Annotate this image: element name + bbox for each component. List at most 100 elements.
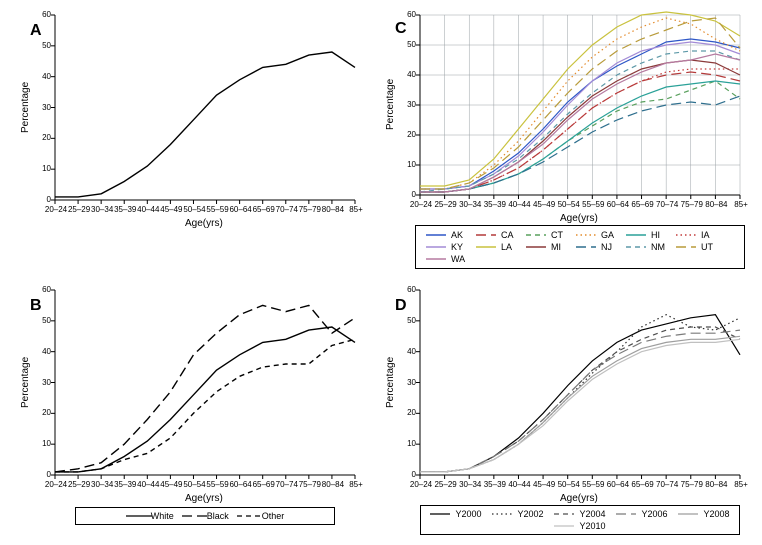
legend-label: LA bbox=[501, 242, 512, 252]
series-line bbox=[420, 18, 740, 189]
x-tick-label: 30–34 bbox=[458, 200, 482, 209]
figure-root: APercentageAge(yrs)010203040506020–2425–… bbox=[0, 0, 762, 545]
series-line bbox=[420, 39, 740, 189]
x-tick-label: 85+ bbox=[344, 205, 368, 214]
legend-label: Y2006 bbox=[641, 509, 667, 519]
y-axis-label: Percentage bbox=[20, 356, 31, 407]
x-tick-label: 20–24 bbox=[409, 200, 433, 209]
chart-A bbox=[55, 15, 357, 202]
x-tick-label: 80–84 bbox=[704, 480, 728, 489]
chart-D bbox=[420, 290, 742, 477]
y-tick-label: 30 bbox=[37, 378, 51, 387]
legend-label: GA bbox=[601, 230, 614, 240]
y-tick-label: 30 bbox=[37, 103, 51, 112]
y-tick-label: 10 bbox=[402, 439, 416, 448]
x-tick-label: 25–29 bbox=[434, 480, 458, 489]
y-tick-label: 50 bbox=[402, 316, 416, 325]
x-tick-label: 75–79 bbox=[680, 480, 704, 489]
series-line bbox=[55, 52, 355, 197]
x-tick-label: 35–39 bbox=[483, 480, 507, 489]
legend-label: Y2000 bbox=[455, 509, 481, 519]
panel-label-B: B bbox=[30, 297, 42, 315]
x-tick-label: 65–69 bbox=[631, 200, 655, 209]
x-tick-label: 30–34 bbox=[90, 205, 114, 214]
x-tick-label: 65–69 bbox=[252, 205, 276, 214]
legend-label: HI bbox=[651, 230, 660, 240]
legend-D: Y2000Y2002Y2004Y2006Y2008Y2010 bbox=[420, 505, 740, 535]
legend-item: Y2000 bbox=[430, 509, 481, 519]
y-tick-label: 30 bbox=[402, 378, 416, 387]
x-tick-label: 75–79 bbox=[298, 205, 322, 214]
legend-label: NJ bbox=[601, 242, 612, 252]
legend-label: WA bbox=[451, 254, 465, 264]
legend-item: NJ bbox=[576, 242, 618, 252]
y-tick-label: 0 bbox=[402, 470, 416, 479]
legend-item: Y2002 bbox=[492, 509, 543, 519]
x-tick-label: 85+ bbox=[729, 480, 753, 489]
legend-item: AK bbox=[426, 230, 468, 240]
x-tick-label: 35–39 bbox=[113, 205, 137, 214]
x-tick-label: 85+ bbox=[344, 480, 368, 489]
x-axis-label: Age(yrs) bbox=[560, 493, 598, 504]
x-axis-label: Age(yrs) bbox=[185, 493, 223, 504]
y-axis-label: Percentage bbox=[385, 356, 396, 407]
legend-label: KY bbox=[451, 242, 463, 252]
x-tick-label: 75–79 bbox=[298, 480, 322, 489]
legend-label: Y2004 bbox=[579, 509, 605, 519]
x-tick-label: 25–29 bbox=[434, 200, 458, 209]
legend-label: Y2002 bbox=[517, 509, 543, 519]
y-tick-label: 0 bbox=[402, 190, 416, 199]
series-line bbox=[55, 339, 355, 472]
legend-label: CA bbox=[501, 230, 514, 240]
series-line bbox=[420, 12, 740, 186]
x-tick-label: 80–84 bbox=[704, 200, 728, 209]
legend-item: Y2004 bbox=[554, 509, 605, 519]
legend-item: CT bbox=[526, 230, 568, 240]
legend-item: KY bbox=[426, 242, 468, 252]
series-line bbox=[420, 96, 740, 192]
x-axis-label: Age(yrs) bbox=[560, 213, 598, 224]
y-axis-label: Percentage bbox=[385, 79, 396, 130]
y-tick-label: 60 bbox=[402, 10, 416, 19]
x-tick-label: 70–74 bbox=[275, 480, 299, 489]
x-tick-label: 40–44 bbox=[507, 480, 531, 489]
y-tick-label: 10 bbox=[37, 164, 51, 173]
x-tick-label: 50–54 bbox=[182, 205, 206, 214]
x-tick-label: 55–59 bbox=[206, 205, 230, 214]
x-tick-label: 80–84 bbox=[321, 480, 345, 489]
series-line bbox=[420, 330, 740, 472]
x-tick-label: 45–49 bbox=[159, 205, 183, 214]
series-line bbox=[55, 327, 355, 472]
x-tick-label: 20–24 bbox=[44, 205, 68, 214]
x-tick-label: 35–39 bbox=[483, 200, 507, 209]
legend-label: CT bbox=[551, 230, 563, 240]
x-tick-label: 35–39 bbox=[113, 480, 137, 489]
y-tick-label: 60 bbox=[402, 285, 416, 294]
legend-B: WhiteBlackOther bbox=[75, 507, 335, 525]
panel-label-A: A bbox=[30, 22, 42, 40]
legend-label: IA bbox=[701, 230, 710, 240]
legend-item: Y2010 bbox=[554, 521, 605, 531]
legend-label: NM bbox=[651, 242, 665, 252]
legend-label: White bbox=[151, 511, 174, 521]
series-line bbox=[420, 315, 740, 472]
x-tick-label: 50–54 bbox=[557, 480, 581, 489]
y-tick-label: 60 bbox=[37, 10, 51, 19]
series-line bbox=[420, 336, 740, 472]
legend-item: Black bbox=[182, 511, 229, 521]
y-tick-label: 40 bbox=[402, 70, 416, 79]
legend-item: HI bbox=[626, 230, 668, 240]
x-tick-label: 55–59 bbox=[581, 480, 605, 489]
x-tick-label: 70–74 bbox=[655, 200, 679, 209]
legend-C: AKCACTGAHIIAKYLAMINJNMUTWA bbox=[415, 225, 745, 269]
y-tick-label: 0 bbox=[37, 470, 51, 479]
legend-label: Black bbox=[207, 511, 229, 521]
series-line bbox=[420, 42, 740, 189]
x-tick-label: 60–64 bbox=[606, 200, 630, 209]
legend-item: WA bbox=[426, 254, 468, 264]
series-line bbox=[420, 339, 740, 472]
x-tick-label: 70–74 bbox=[655, 480, 679, 489]
y-tick-label: 50 bbox=[37, 41, 51, 50]
legend-item: White bbox=[126, 511, 174, 521]
y-tick-label: 0 bbox=[37, 195, 51, 204]
